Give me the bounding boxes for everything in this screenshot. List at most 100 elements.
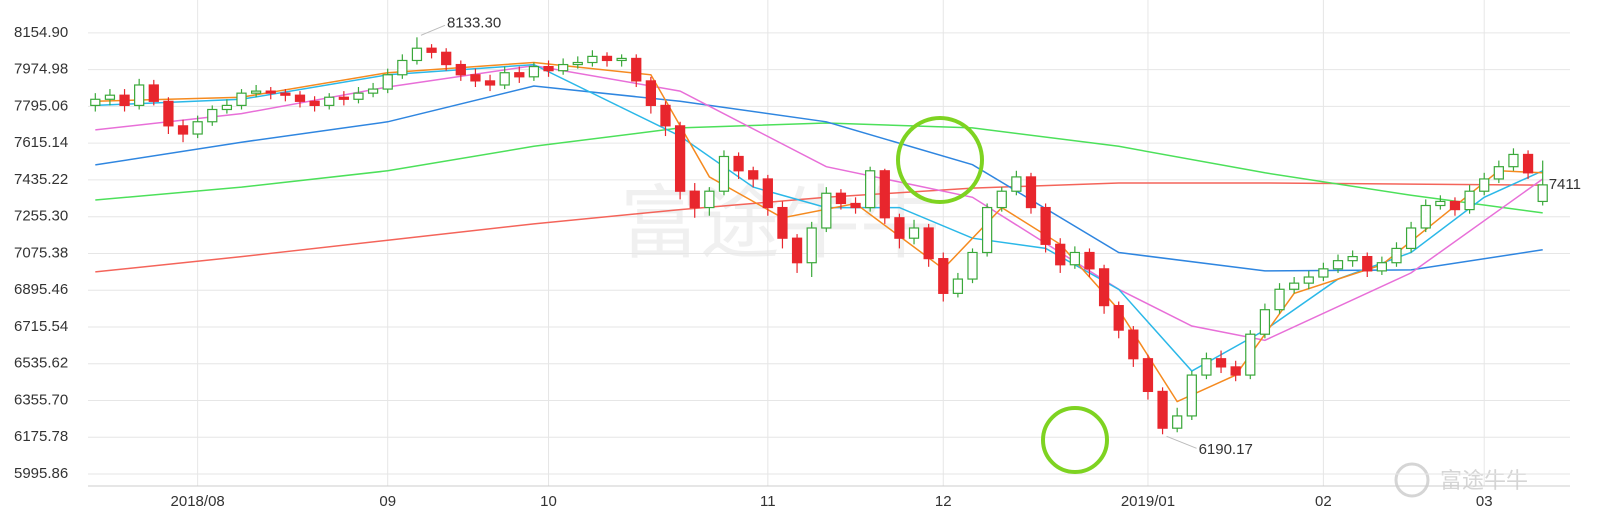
candle-body [338,96,349,100]
candle-body [806,227,817,264]
candle-body [1289,282,1300,290]
candle-body [1537,184,1548,203]
moving-average-line [95,64,1544,342]
candle-body [1025,176,1037,209]
candle-body [1230,366,1241,376]
candle-body [324,96,335,107]
candle-body [1142,358,1154,393]
candle-body [1055,243,1066,266]
candle-body [1449,200,1461,211]
candle-body [236,92,247,107]
candle-body [1259,309,1271,335]
highlight-circle [1041,406,1109,474]
candle-body [1157,390,1168,429]
y-tick-label: 7615.14 [14,134,68,151]
candle-body [631,57,642,82]
y-tick-label: 6355.70 [14,391,68,408]
candle-body [470,74,481,82]
candle-body [1508,153,1519,168]
moving-average-line [95,122,1543,214]
candle-body [1376,262,1388,272]
candle-body [1274,288,1285,311]
candle-body [280,92,291,96]
candle-body [981,206,993,254]
candle-body [192,121,203,135]
candle-body [791,237,803,264]
candle-body [1362,255,1373,272]
candle-body [1347,255,1358,262]
logo-icon [1394,462,1430,498]
candle-body [1215,358,1227,368]
candle-body [674,125,686,192]
candle-body [1098,268,1110,307]
candle-body [689,190,700,209]
candle-body [207,108,218,123]
candle-body [865,170,876,209]
candle-body [587,55,598,64]
candle-body [1172,415,1183,429]
moving-average-line [95,85,1543,272]
candle-body [908,227,920,239]
high-annotation: 8133.30 [447,14,501,31]
candle-body [967,251,978,280]
candle-body [660,104,671,127]
candle-body [601,55,613,62]
y-tick-label: 7974.98 [14,61,68,78]
candle-body [1128,329,1139,360]
candle-body [1420,204,1431,229]
candle-body [704,190,715,209]
candle-body [499,72,510,86]
candle-body [762,178,773,209]
y-tick-label: 6175.78 [14,428,68,445]
candle-body [90,98,101,107]
x-tick-label: 09 [379,493,396,510]
y-tick-label: 7795.06 [14,97,68,114]
highlight-circle [896,116,984,204]
candle-body [1303,276,1314,284]
candle-body [777,206,788,239]
candle-body [134,84,145,107]
candle-body [879,170,890,219]
candle-body [1479,178,1490,192]
candle-body [1186,374,1197,417]
y-tick-label: 7255.30 [14,208,68,225]
candle-body [1069,251,1080,266]
low-annotation: 6190.17 [1199,441,1253,458]
candle-body [265,90,276,94]
candle-body [177,125,189,135]
candle-body [250,90,262,94]
last-price-label: 7411 [1549,176,1581,193]
candle-body [1405,227,1417,250]
candle-body [1201,358,1212,376]
y-tick-label: 6895.46 [14,281,68,298]
candle-body [938,258,949,294]
candle-body [1522,153,1534,174]
candle-body [952,278,964,294]
candle-body [1435,200,1446,207]
y-tick-label: 7435.22 [14,171,68,188]
y-tick-label: 6535.62 [14,355,68,372]
candle-body [367,88,379,94]
candle-body [455,63,466,76]
candle-body [514,72,525,78]
candle-body [148,84,159,102]
candle-body [484,80,496,86]
candle-body [718,155,730,192]
candle-body [923,227,934,260]
candle-body [397,59,408,76]
candle-body [119,94,130,107]
x-tick-label: 2019/01 [1121,493,1175,510]
y-tick-label: 8154.90 [14,24,68,41]
candle-body [1245,333,1256,376]
candle-body [1464,190,1475,211]
x-tick-label: 12 [935,493,952,510]
candle-body [221,104,233,111]
candle-body [104,94,116,100]
candle-body [1040,206,1051,245]
candle-body [1493,166,1504,180]
candle-body [1318,268,1329,278]
candle-body [309,100,320,107]
x-tick-label: 11 [760,493,776,510]
candle-body [543,65,554,72]
